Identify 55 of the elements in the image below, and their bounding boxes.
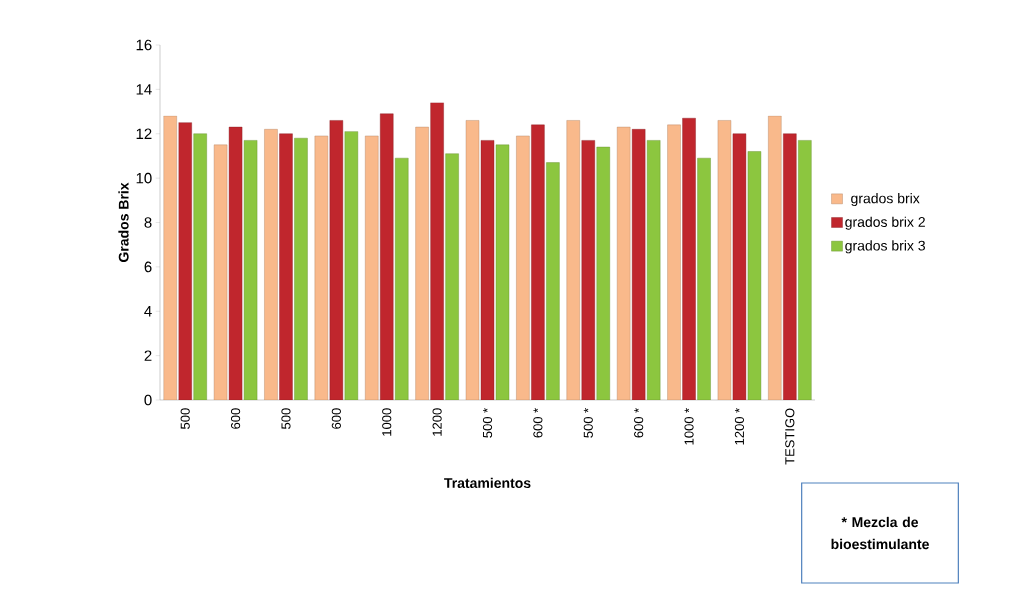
bar: [783, 133, 797, 400]
bar: [193, 133, 207, 400]
y-tick-label: 2: [144, 350, 152, 361]
y-tick-label: 6: [144, 261, 152, 273]
x-tick-label: 600 *: [533, 408, 543, 438]
x-tick-label: 1000: [382, 408, 392, 436]
y-tick-label: 4: [144, 306, 152, 317]
bar: [178, 122, 192, 400]
bar: [365, 135, 379, 400]
bar: [667, 124, 681, 400]
x-tick-label: 500: [281, 408, 291, 429]
x-tick-label: 1200 *: [734, 408, 745, 445]
bar: [596, 146, 610, 400]
bar: [516, 135, 530, 400]
bar: [430, 102, 444, 400]
y-tick-label: 8: [144, 217, 152, 228]
bar: [395, 157, 409, 400]
x-tick-label: 1000 *: [684, 408, 694, 445]
bar: [546, 162, 560, 400]
bar: [380, 113, 394, 400]
bar: [415, 126, 429, 400]
y-tick-label: 16: [136, 39, 152, 51]
bar: [531, 124, 545, 400]
text: * Mezcla de bioestimulante: [831, 516, 929, 550]
x-tick-label: 600 *: [634, 408, 644, 438]
x-tick-label: 500: [180, 408, 190, 429]
bar: [264, 129, 278, 400]
x-tick-label: 600: [230, 408, 241, 429]
bar: [163, 115, 177, 400]
x-tick-label: 500 *: [583, 408, 593, 438]
legend-label: grados brix: [851, 193, 920, 207]
bar: [768, 115, 782, 400]
bar: [566, 120, 580, 400]
legend-label: grados brix 2: [845, 216, 925, 230]
bar: [682, 118, 696, 400]
bar: [294, 137, 308, 400]
bar: [646, 140, 661, 400]
y-tick-label: 0: [144, 394, 152, 406]
x-tick-label: TESTIGO: [785, 408, 795, 465]
bar: [697, 157, 711, 400]
legend-label: grados brix 3: [845, 240, 925, 254]
bar: [581, 140, 595, 400]
y-axis-title: Grados Brix: [118, 182, 129, 262]
bar: [616, 126, 631, 400]
bar: [631, 129, 646, 400]
y-tick-label: 12: [136, 128, 152, 139]
y-tick-label: 14: [136, 84, 152, 95]
bar: [445, 153, 459, 400]
x-tick-label: 600: [331, 408, 341, 429]
x-tick-label: 1200: [432, 408, 442, 436]
x-tick-label: 500 *: [482, 408, 493, 438]
bar: [279, 133, 293, 400]
x-axis-title: Tratamientos: [444, 477, 531, 489]
y-tick-label: 10: [136, 172, 152, 184]
bar: [798, 140, 812, 400]
